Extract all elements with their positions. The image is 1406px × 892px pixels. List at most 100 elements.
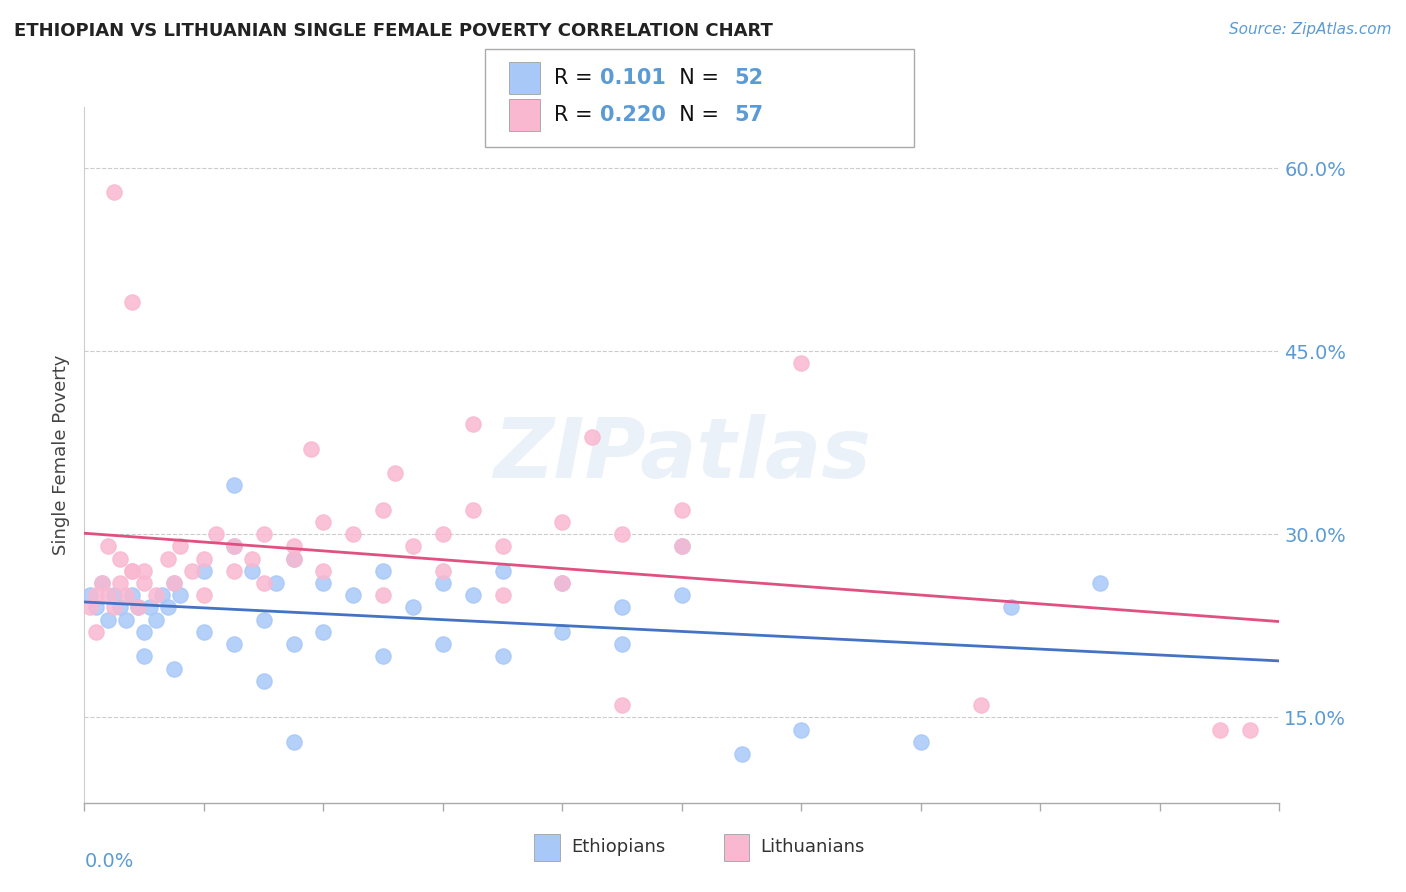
- Point: [671, 540, 693, 554]
- Point: [193, 551, 215, 566]
- Point: [110, 600, 132, 615]
- Text: N =: N =: [666, 68, 725, 87]
- Point: [283, 551, 305, 566]
- Point: [371, 564, 394, 578]
- Point: [264, 576, 287, 591]
- Point: [312, 624, 335, 639]
- Point: [790, 356, 813, 370]
- Point: [790, 723, 813, 737]
- Text: R =: R =: [554, 68, 599, 87]
- Point: [127, 600, 149, 615]
- Point: [432, 527, 454, 541]
- Point: [371, 503, 394, 517]
- Point: [193, 588, 215, 602]
- Point: [169, 588, 191, 602]
- Point: [371, 588, 394, 602]
- Point: [222, 637, 245, 651]
- Point: [283, 540, 305, 554]
- Point: [110, 551, 132, 566]
- Point: [132, 576, 156, 591]
- Point: [103, 186, 125, 200]
- Point: [371, 649, 394, 664]
- Point: [79, 600, 101, 615]
- Point: [671, 540, 693, 554]
- Point: [551, 576, 574, 591]
- Point: [205, 527, 228, 541]
- Point: [551, 515, 574, 529]
- Point: [91, 576, 114, 591]
- Point: [671, 503, 693, 517]
- Point: [312, 576, 335, 591]
- Point: [461, 503, 484, 517]
- Point: [132, 564, 156, 578]
- Point: [551, 576, 574, 591]
- Point: [432, 576, 454, 591]
- Point: [581, 429, 603, 443]
- Point: [492, 588, 515, 602]
- Point: [283, 735, 305, 749]
- Point: [127, 600, 149, 615]
- Point: [384, 467, 406, 481]
- Point: [103, 600, 125, 615]
- Point: [610, 527, 633, 541]
- Point: [132, 649, 156, 664]
- Text: Source: ZipAtlas.com: Source: ZipAtlas.com: [1229, 22, 1392, 37]
- Point: [402, 540, 425, 554]
- Point: [240, 564, 263, 578]
- Point: [169, 540, 191, 554]
- Point: [492, 649, 515, 664]
- Point: [312, 515, 335, 529]
- Point: [1088, 576, 1111, 591]
- Text: 57: 57: [734, 105, 763, 125]
- Point: [86, 588, 108, 602]
- Point: [97, 613, 120, 627]
- Point: [222, 540, 245, 554]
- Point: [115, 588, 138, 602]
- Point: [610, 698, 633, 713]
- Text: R =: R =: [554, 105, 599, 125]
- Point: [121, 564, 143, 578]
- Text: ETHIOPIAN VS LITHUANIAN SINGLE FEMALE POVERTY CORRELATION CHART: ETHIOPIAN VS LITHUANIAN SINGLE FEMALE PO…: [14, 22, 773, 40]
- Point: [103, 588, 125, 602]
- Y-axis label: Single Female Poverty: Single Female Poverty: [52, 355, 70, 555]
- Point: [115, 613, 138, 627]
- Point: [1000, 600, 1022, 615]
- Point: [240, 551, 263, 566]
- Point: [461, 417, 484, 432]
- Text: ZIPatlas: ZIPatlas: [494, 415, 870, 495]
- Point: [342, 588, 364, 602]
- Point: [97, 540, 120, 554]
- Point: [970, 698, 993, 713]
- Point: [1239, 723, 1261, 737]
- Text: N =: N =: [666, 105, 725, 125]
- Point: [432, 637, 454, 651]
- Point: [145, 613, 167, 627]
- Point: [193, 564, 215, 578]
- Point: [121, 295, 143, 310]
- Point: [163, 661, 186, 675]
- Point: [193, 624, 215, 639]
- Point: [551, 624, 574, 639]
- Text: 52: 52: [734, 68, 763, 87]
- Point: [910, 735, 932, 749]
- Point: [132, 624, 156, 639]
- Text: Ethiopians: Ethiopians: [571, 838, 665, 856]
- Text: 0.101: 0.101: [600, 68, 666, 87]
- Point: [253, 673, 276, 688]
- Point: [110, 576, 132, 591]
- Point: [461, 588, 484, 602]
- Point: [610, 600, 633, 615]
- Point: [283, 637, 305, 651]
- Point: [150, 588, 173, 602]
- Point: [157, 600, 180, 615]
- Point: [222, 564, 245, 578]
- Point: [402, 600, 425, 615]
- Point: [121, 564, 143, 578]
- Point: [1208, 723, 1232, 737]
- Point: [139, 600, 162, 615]
- Point: [312, 564, 335, 578]
- Point: [86, 600, 108, 615]
- Point: [163, 576, 186, 591]
- Point: [91, 576, 114, 591]
- Point: [157, 551, 180, 566]
